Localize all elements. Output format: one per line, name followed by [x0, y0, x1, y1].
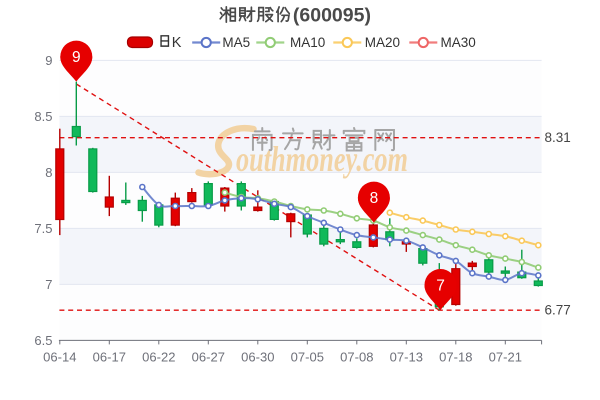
- svg-text:MA10: MA10: [290, 35, 325, 50]
- svg-text:07-18: 07-18: [439, 349, 472, 364]
- svg-text:06-14: 06-14: [43, 349, 76, 364]
- svg-text:06-27: 06-27: [192, 349, 225, 364]
- svg-text:06-17: 06-17: [93, 349, 126, 364]
- svg-text:7: 7: [45, 277, 52, 292]
- svg-text:MA30: MA30: [441, 35, 476, 50]
- svg-text:8: 8: [45, 165, 52, 180]
- svg-text:07-21: 07-21: [489, 349, 522, 364]
- svg-text:8: 8: [370, 190, 379, 207]
- svg-text:outhmoney.com: outhmoney.com: [236, 139, 408, 179]
- svg-text:9: 9: [72, 49, 81, 66]
- svg-text:9: 9: [45, 53, 52, 68]
- svg-text:MA5: MA5: [222, 35, 250, 50]
- svg-text:MA20: MA20: [365, 35, 400, 50]
- svg-text:8.5: 8.5: [34, 109, 52, 124]
- svg-text:(600095): (600095): [293, 5, 371, 27]
- svg-text:07-05: 07-05: [291, 349, 324, 364]
- svg-text:06-30: 06-30: [241, 349, 274, 364]
- svg-text:07-13: 07-13: [390, 349, 423, 364]
- svg-text:K: K: [172, 35, 182, 51]
- svg-text:6.77: 6.77: [545, 303, 571, 318]
- svg-text:6.5: 6.5: [34, 333, 52, 348]
- svg-text:7: 7: [436, 278, 445, 295]
- svg-text:06-22: 06-22: [142, 349, 175, 364]
- svg-text:07-08: 07-08: [340, 349, 373, 364]
- svg-text:7.5: 7.5: [34, 221, 52, 236]
- svg-text:8.31: 8.31: [545, 130, 571, 145]
